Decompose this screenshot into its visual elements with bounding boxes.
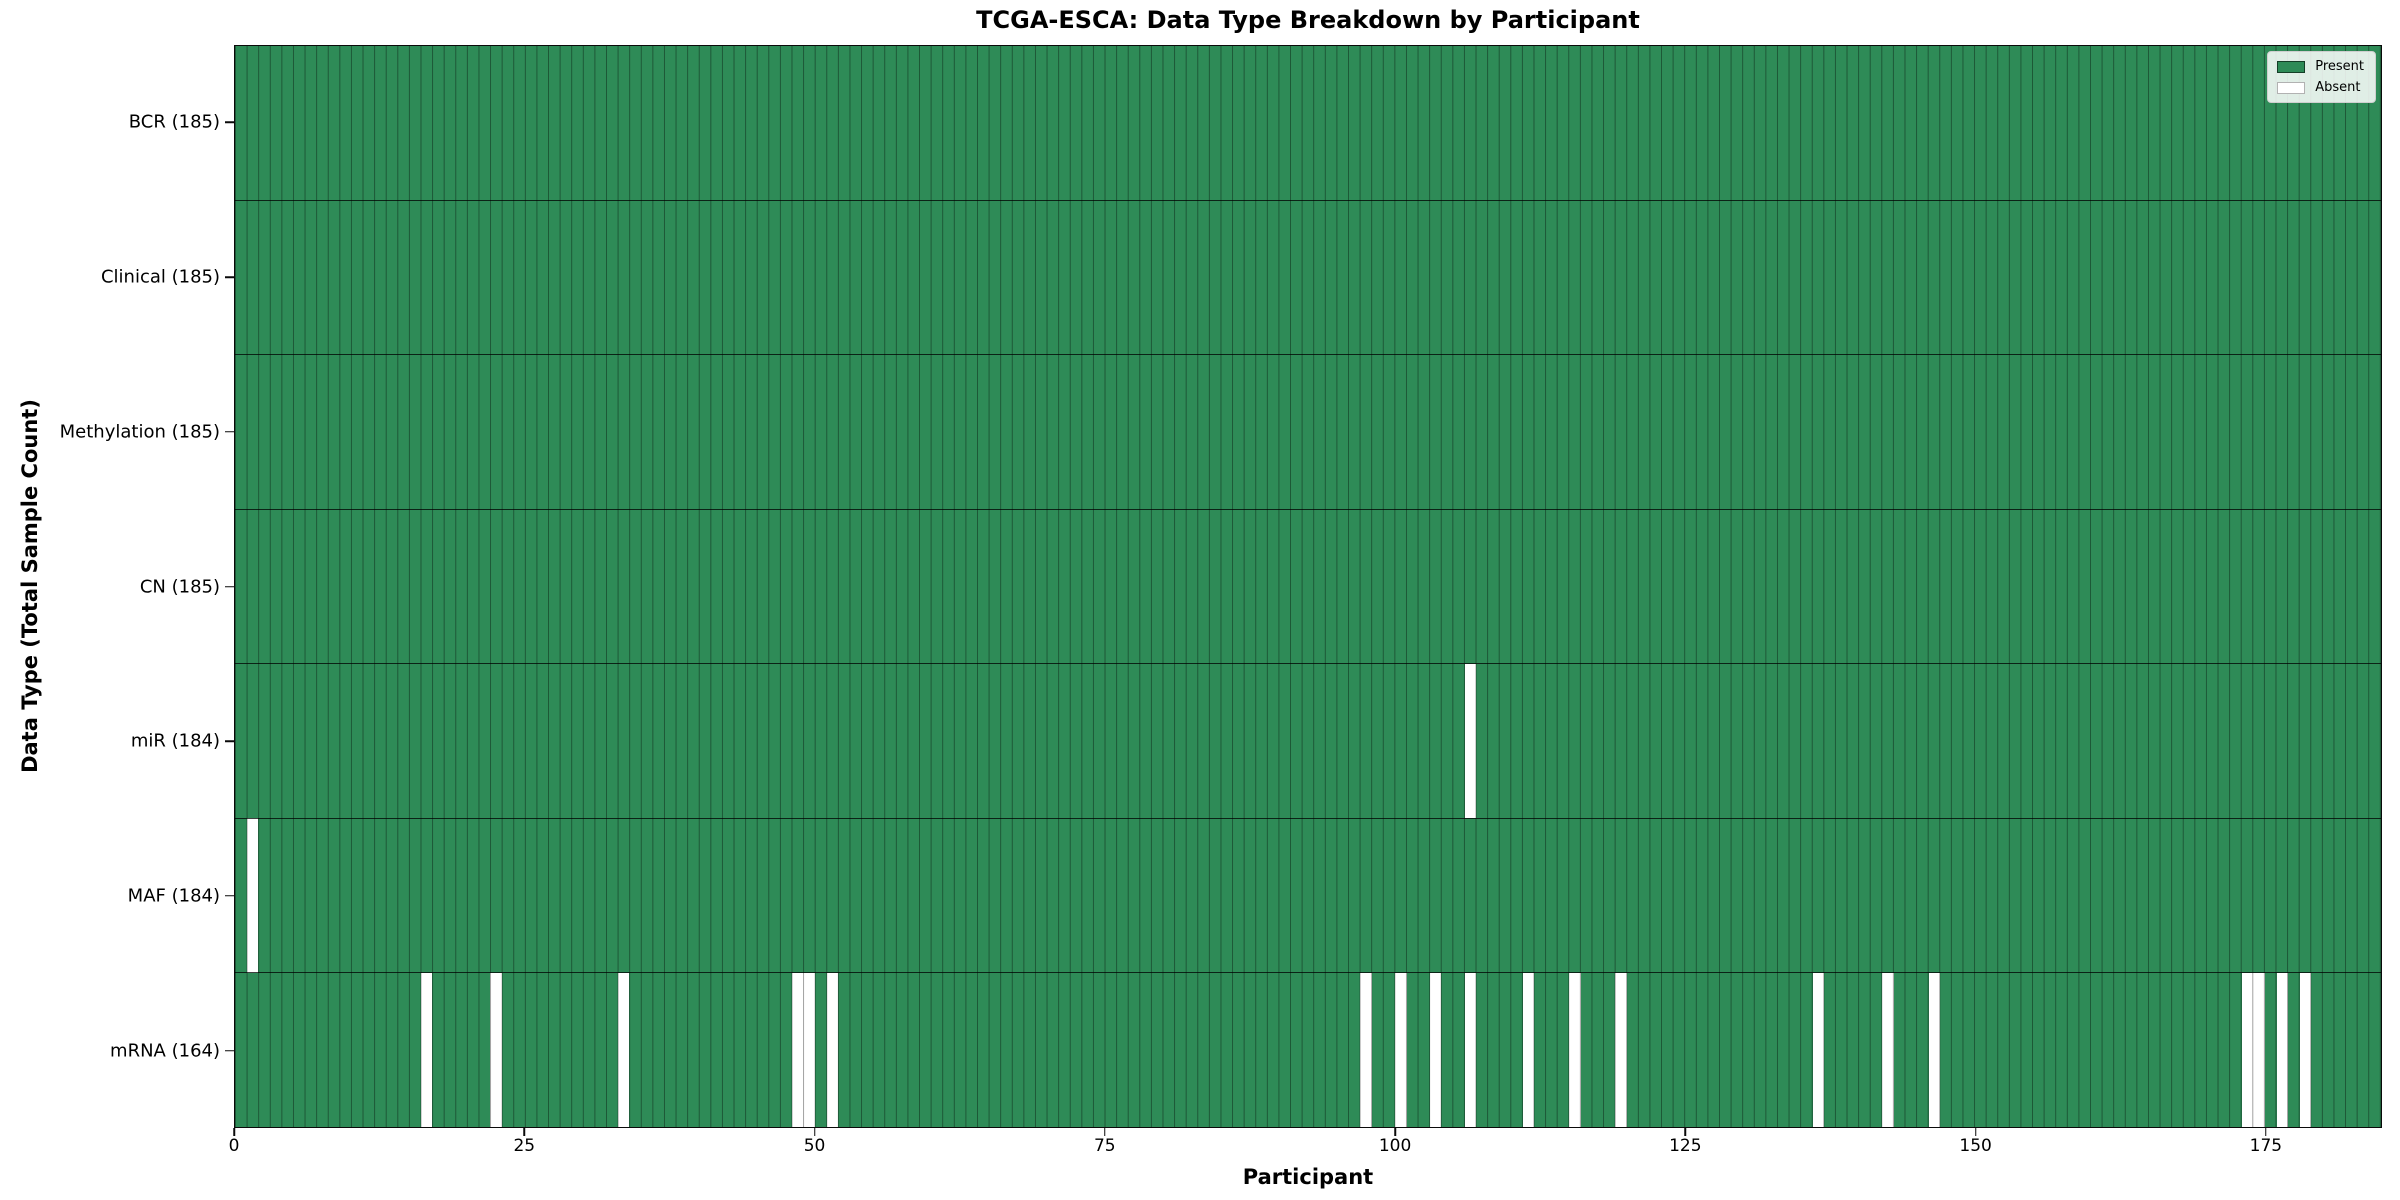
absent-cell: [2276, 972, 2289, 1127]
x-tick-mark: [523, 1128, 526, 1136]
absent-cell: [1464, 972, 1477, 1127]
row-band-clinical: [235, 200, 2381, 355]
absent-cell: [1928, 972, 1941, 1127]
absent-cell: [2299, 972, 2312, 1127]
x-tick-label: 25: [513, 1136, 536, 1156]
y-tick-label: MAF (184): [127, 885, 220, 907]
x-tick-label: 0: [228, 1136, 240, 1156]
y-tick-mark: [225, 895, 234, 897]
row-separator: [235, 972, 2381, 974]
y-tick-mark: [225, 1049, 234, 1052]
legend-item-absent: Absent: [2277, 80, 2364, 95]
row-band-bcr: [235, 46, 2381, 201]
absent-cell: [1615, 972, 1627, 1127]
row-separator: [235, 508, 2381, 510]
y-tick-mark: [225, 431, 234, 433]
absent-cell: [246, 818, 259, 973]
absent-cell: [420, 972, 433, 1127]
row-band-methylation: [235, 354, 2381, 510]
legend-item-present: Present: [2277, 59, 2364, 74]
absent-cell: [1395, 972, 1407, 1127]
x-tick-mark: [2265, 1128, 2267, 1136]
absent-cell: [1882, 972, 1894, 1127]
absent-cell: [826, 972, 839, 1127]
y-tick-label: Clinical (185): [100, 266, 220, 288]
y-tick-mark: [225, 276, 234, 278]
legend-label-present: Present: [2315, 59, 2364, 74]
x-tick-label: 150: [1959, 1136, 1992, 1156]
x-tick-mark: [1974, 1128, 1977, 1136]
absent-cell: [1429, 972, 1442, 1127]
y-tick-label: BCR (185): [128, 111, 220, 133]
chart-title: TCGA-ESCA: Data Type Breakdown by Partic…: [976, 6, 1640, 34]
y-tick-label: CN (185): [139, 576, 220, 597]
absent-cell: [1569, 972, 1581, 1127]
absent-cell: [1360, 972, 1372, 1127]
absent-cell: [803, 972, 815, 1127]
plot-area: Present Absent: [234, 45, 2382, 1128]
legend: Present Absent: [2267, 51, 2376, 103]
row-separator: [235, 354, 2381, 356]
x-tick-mark: [1684, 1128, 1687, 1136]
y-tick-label: mRNA (164): [110, 1040, 220, 1062]
y-tick-mark: [225, 740, 234, 742]
present-swatch-icon: [2277, 60, 2306, 73]
absent-cell: [617, 972, 630, 1127]
row-band-mir: [235, 663, 2381, 819]
y-tick-label: miR (184): [130, 730, 220, 752]
absent-cell: [1464, 663, 1477, 819]
x-tick-mark: [1394, 1128, 1396, 1136]
row-separator: [235, 817, 2381, 819]
absent-cell: [2241, 972, 2254, 1127]
x-axis-label: Participant: [1242, 1165, 1374, 1189]
absent-cell: [1812, 972, 1825, 1127]
absent-cell: [1522, 972, 1535, 1127]
x-tick-mark: [233, 1128, 235, 1136]
x-tick-label: 175: [2249, 1136, 2283, 1156]
y-tick-mark: [225, 121, 234, 124]
row-band-maf: [235, 818, 2381, 973]
x-tick-mark: [1104, 1128, 1106, 1136]
row-separator: [235, 663, 2381, 665]
absent-cell: [490, 972, 502, 1127]
row-band-cn: [235, 509, 2381, 664]
y-tick-label: Methylation (185): [59, 421, 220, 443]
legend-label-absent: Absent: [2315, 80, 2361, 95]
row-separator: [235, 199, 2381, 201]
x-tick-mark: [813, 1128, 816, 1136]
x-tick-label: 50: [803, 1136, 826, 1156]
absent-swatch-icon: [2277, 81, 2306, 94]
absent-cell: [2253, 972, 2265, 1127]
x-tick-label: 75: [1093, 1136, 1116, 1156]
y-tick-mark: [225, 585, 234, 588]
row-band-mrna: [235, 972, 2381, 1127]
x-tick-label: 100: [1378, 1136, 1412, 1156]
x-tick-label: 125: [1669, 1136, 1702, 1156]
absent-cell: [791, 972, 804, 1127]
